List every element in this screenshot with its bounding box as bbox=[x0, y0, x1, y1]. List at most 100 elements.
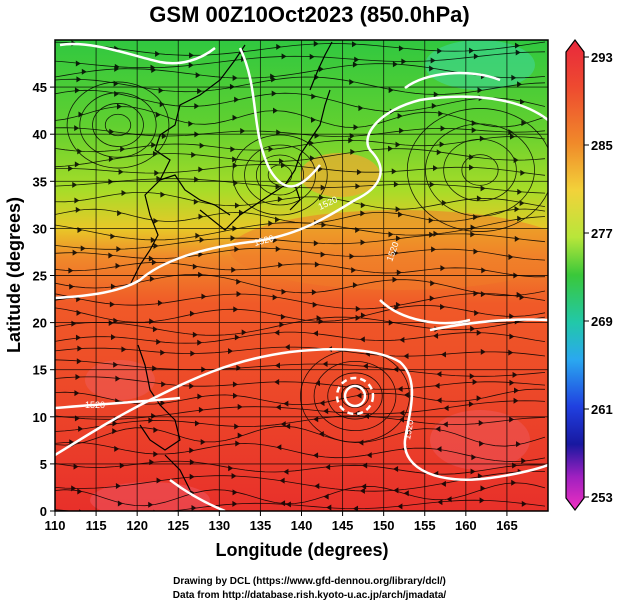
streamline-arrow bbox=[314, 261, 320, 268]
streamline-arrow bbox=[112, 420, 118, 427]
streamline-arrow bbox=[395, 235, 401, 242]
streamline-arrow bbox=[191, 151, 197, 158]
streamline-arrow bbox=[189, 52, 195, 59]
streamline-arrow bbox=[392, 61, 398, 68]
streamline bbox=[55, 400, 546, 420]
streamline-arrow bbox=[192, 331, 198, 338]
streamline-arrow bbox=[517, 81, 523, 88]
circulation-ring bbox=[443, 138, 517, 202]
streamline-arrow bbox=[517, 215, 523, 222]
x-tick-label: 130 bbox=[208, 518, 230, 533]
streamline-arrow bbox=[433, 230, 439, 237]
streamline-arrow bbox=[477, 473, 483, 480]
streamline-arrow bbox=[237, 432, 243, 439]
streamline-arrow bbox=[388, 231, 394, 238]
streamline-arrow bbox=[280, 421, 286, 428]
streamline-arrow bbox=[443, 405, 449, 412]
streamline-arrow bbox=[188, 62, 194, 69]
streamline-arrow bbox=[479, 497, 485, 504]
streamline-arrow bbox=[433, 165, 439, 172]
streamline-arrow bbox=[195, 232, 201, 239]
streamline-arrow bbox=[480, 348, 486, 355]
streamline-arrow bbox=[351, 267, 357, 274]
streamline-arrow bbox=[241, 329, 247, 336]
streamline-arrow bbox=[112, 428, 118, 435]
streamline-arrow bbox=[429, 65, 435, 72]
streamline bbox=[55, 415, 546, 432]
colorbar-tick-label: 253 bbox=[591, 490, 613, 505]
streamline-arrow bbox=[198, 251, 204, 258]
y-tick-label: 40 bbox=[33, 127, 47, 142]
streamline bbox=[55, 51, 546, 69]
streamline-arrow bbox=[76, 309, 82, 316]
streamline-arrow bbox=[188, 120, 194, 127]
streamline-arrow bbox=[232, 500, 238, 507]
streamline-arrow bbox=[78, 111, 84, 118]
streamline-arrow bbox=[236, 291, 242, 298]
streamline-arrow bbox=[153, 242, 159, 249]
streamline bbox=[55, 148, 546, 168]
streamline-arrow bbox=[436, 397, 442, 404]
streamline-arrow bbox=[519, 200, 525, 207]
streamline-arrow bbox=[234, 246, 240, 253]
streamline-arrow bbox=[232, 114, 238, 121]
streamline-arrow bbox=[149, 275, 155, 282]
streamline-arrow bbox=[156, 477, 162, 484]
streamline-arrow bbox=[436, 149, 442, 156]
streamline-arrow bbox=[395, 206, 401, 213]
streamline bbox=[55, 89, 546, 113]
streamline-arrow bbox=[471, 127, 477, 134]
streamline-arrow bbox=[111, 334, 117, 341]
streamline-arrow bbox=[313, 240, 319, 247]
streamline-arrow bbox=[153, 451, 159, 458]
streamline-arrow bbox=[231, 473, 237, 480]
streamline-arrow bbox=[399, 336, 405, 343]
streamline-arrow bbox=[151, 142, 157, 149]
streamline-arrow bbox=[152, 326, 158, 333]
streamline-arrow bbox=[233, 306, 239, 313]
map-figure: 1520 1520 1520 1520 1520 110 115 120 125 130… bbox=[4, 39, 613, 560]
x-tick-label: 110 bbox=[45, 518, 66, 533]
streamline bbox=[55, 127, 546, 137]
streamline-arrow bbox=[74, 197, 80, 204]
streamline-arrow bbox=[153, 427, 159, 434]
streamline-arrow bbox=[228, 465, 234, 472]
streamline-arrow bbox=[69, 283, 75, 290]
streamline-arrow bbox=[198, 166, 204, 173]
streamline-arrow bbox=[360, 202, 366, 209]
streamline-arrow bbox=[431, 246, 437, 253]
streamline-arrow bbox=[274, 378, 280, 385]
streamline-arrow bbox=[230, 146, 236, 153]
streamline bbox=[55, 346, 546, 357]
streamline-arrow bbox=[113, 361, 119, 368]
streamline-arrow bbox=[360, 239, 366, 246]
streamline-arrow bbox=[315, 380, 321, 387]
colorbar-tick-label: 277 bbox=[591, 226, 613, 241]
colorbar-tick-label: 261 bbox=[591, 402, 613, 417]
streamline-arrow bbox=[232, 381, 238, 388]
streamline bbox=[55, 425, 546, 447]
streamline-arrow bbox=[470, 325, 476, 332]
streamline-arrow bbox=[514, 235, 520, 242]
streamline bbox=[55, 293, 546, 310]
streamline bbox=[55, 216, 546, 241]
streamline-arrow bbox=[197, 339, 203, 346]
circulation-ring bbox=[313, 360, 397, 432]
streamline-arrow bbox=[509, 416, 515, 423]
streamline-arrow bbox=[320, 184, 326, 191]
streamline-arrow bbox=[116, 103, 122, 110]
streamline-arrow bbox=[480, 291, 486, 298]
streamline-arrow bbox=[437, 47, 443, 54]
streamline-arrow bbox=[473, 53, 479, 60]
streamline-arrow bbox=[397, 386, 403, 393]
streamline-arrow bbox=[309, 155, 315, 162]
streamline-arrow bbox=[157, 300, 163, 307]
streamline-arrow bbox=[354, 56, 360, 63]
streamline-arrow bbox=[281, 53, 287, 60]
y-tick-label: 15 bbox=[33, 363, 47, 378]
streamline-arrow bbox=[195, 72, 201, 79]
streamline-arrow bbox=[351, 41, 357, 48]
streamline-arrow bbox=[77, 488, 83, 495]
streamline-arrow bbox=[159, 101, 165, 108]
streamline-arrow bbox=[110, 233, 116, 240]
